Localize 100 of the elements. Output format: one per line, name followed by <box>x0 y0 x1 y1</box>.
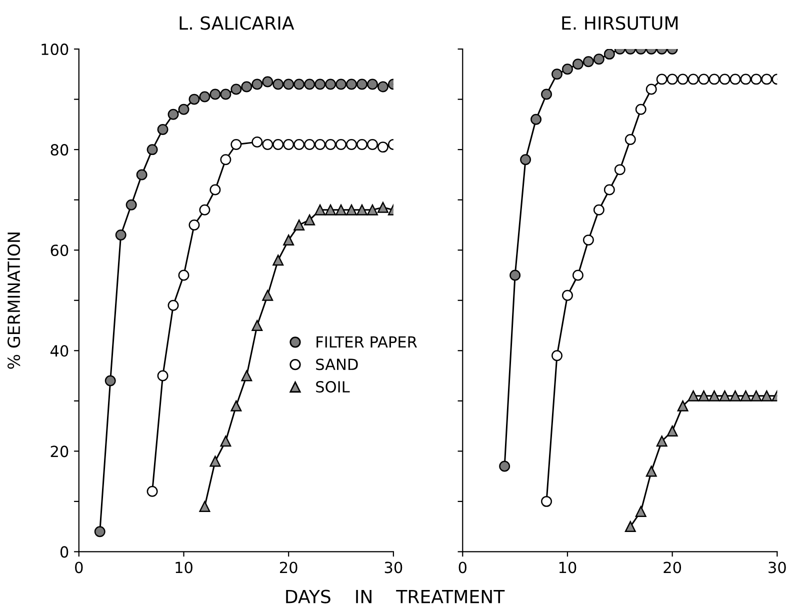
point <box>115 230 126 241</box>
point <box>356 204 368 216</box>
point <box>552 350 562 362</box>
point <box>314 204 326 216</box>
point <box>740 74 752 85</box>
point <box>708 74 720 85</box>
point <box>604 49 615 60</box>
legend-label: SOIL <box>316 381 350 393</box>
point <box>562 64 573 75</box>
point <box>624 521 636 532</box>
point <box>294 219 305 230</box>
point <box>552 68 562 80</box>
point <box>210 456 221 467</box>
point <box>346 78 357 90</box>
point <box>730 74 741 85</box>
legend-label: FILTER PAPER <box>316 336 417 348</box>
point <box>94 526 106 538</box>
point <box>220 436 232 447</box>
point <box>666 74 678 85</box>
chart-title: L. SALICARIA <box>180 16 294 30</box>
point <box>314 139 326 150</box>
point <box>499 460 510 472</box>
point <box>750 74 762 85</box>
point <box>336 139 346 150</box>
point <box>366 139 378 150</box>
point <box>168 108 179 120</box>
point <box>336 78 346 90</box>
point <box>377 81 388 92</box>
point <box>325 204 336 216</box>
point <box>688 74 699 85</box>
point <box>241 370 252 382</box>
point <box>562 290 573 301</box>
point <box>614 164 626 176</box>
point <box>210 184 221 196</box>
y-tick-label: 0 <box>60 546 68 558</box>
point <box>750 390 762 402</box>
y-axis-title: % GERMINATION <box>8 232 20 369</box>
point <box>346 139 357 150</box>
point <box>304 214 316 226</box>
point <box>283 78 294 90</box>
point <box>220 88 232 100</box>
point <box>356 78 368 90</box>
point <box>314 78 326 90</box>
point <box>146 486 158 497</box>
y-tick-label: 40 <box>50 345 68 357</box>
point <box>126 199 137 210</box>
x-tick-label: 30 <box>768 562 786 574</box>
point <box>168 300 179 311</box>
point <box>304 139 316 150</box>
point <box>325 78 336 90</box>
chart-title: E. HIRSUTUM <box>562 16 678 30</box>
point <box>604 184 615 196</box>
point <box>677 74 688 85</box>
y-tick-label: 60 <box>50 244 68 256</box>
point <box>520 154 532 166</box>
point <box>761 74 772 85</box>
point <box>157 370 168 382</box>
point <box>366 204 378 216</box>
point <box>593 54 604 65</box>
point <box>366 78 378 90</box>
point <box>719 390 730 402</box>
point <box>541 88 552 100</box>
point <box>740 390 752 402</box>
y-tick-label: 100 <box>42 44 68 56</box>
point <box>104 375 116 386</box>
point <box>582 234 594 246</box>
point <box>283 234 294 246</box>
legend-label: SAND <box>316 358 358 370</box>
point <box>635 104 646 115</box>
point <box>199 204 210 216</box>
x-tick-label: 0 <box>458 562 466 574</box>
point <box>510 270 521 281</box>
point <box>146 144 158 156</box>
point <box>199 500 210 512</box>
point <box>377 142 388 153</box>
point <box>698 390 710 402</box>
point <box>356 139 368 150</box>
point <box>708 390 720 402</box>
point <box>677 400 688 412</box>
point <box>252 136 263 148</box>
point <box>730 390 741 402</box>
x-axis-title: DAYS IN TREATMENT <box>286 590 505 604</box>
point <box>325 139 336 150</box>
point <box>666 426 678 437</box>
point <box>178 104 190 115</box>
point <box>199 91 210 102</box>
point <box>262 76 274 88</box>
point <box>178 270 190 281</box>
point <box>346 204 357 216</box>
point <box>241 81 252 92</box>
point <box>252 320 263 331</box>
point <box>262 139 274 150</box>
x-tick-label: 20 <box>664 562 682 574</box>
point <box>719 74 730 85</box>
point <box>698 74 710 85</box>
x-tick-label: 10 <box>559 562 576 574</box>
y-tick-label: 20 <box>50 446 68 458</box>
x-tick-label: 20 <box>280 562 298 574</box>
point <box>294 78 305 90</box>
x-tick-label: 0 <box>75 562 83 574</box>
